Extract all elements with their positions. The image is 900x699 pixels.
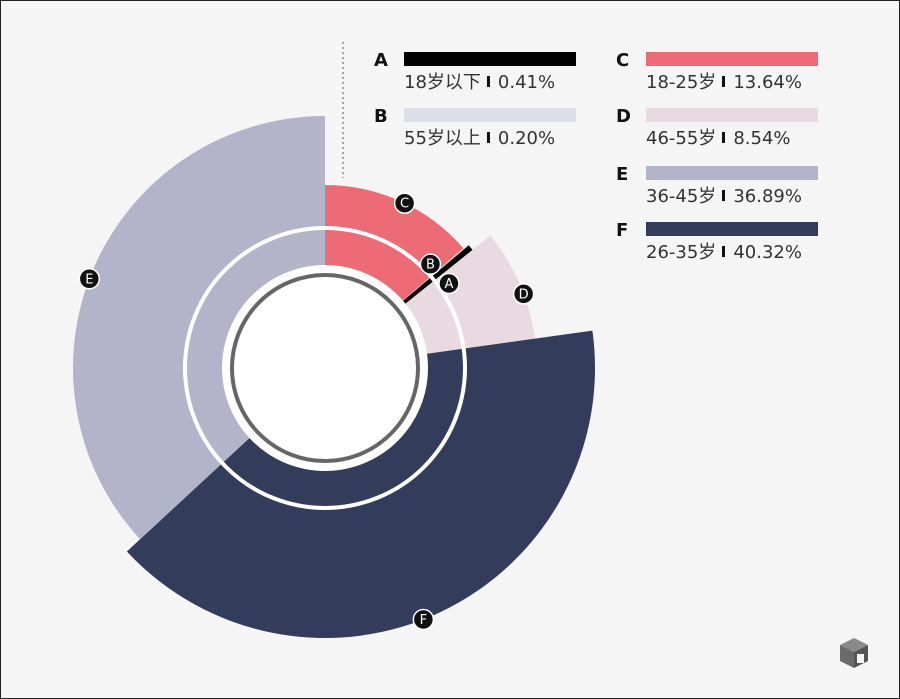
- legend-value: 13.64%: [733, 72, 802, 93]
- legend-label: 55岁以上: [404, 128, 481, 149]
- badge-label-f: F: [420, 613, 427, 628]
- legend-value: 36.89%: [733, 186, 802, 207]
- badge-label-e: E: [85, 272, 93, 287]
- legend-swatch: [646, 52, 818, 66]
- legend-value: 0.20%: [497, 128, 556, 149]
- sector-e: [72, 116, 325, 540]
- outer-ring: [183, 226, 467, 510]
- legend-swatch: [646, 166, 818, 180]
- legend-swatch: [646, 108, 818, 122]
- legend-item-d: D 46-55岁 8.54%: [616, 104, 826, 154]
- legend-swatch: [404, 52, 576, 66]
- badge-label-c: C: [400, 197, 409, 212]
- legend-swatch: [404, 108, 576, 122]
- badge-label-b: B: [426, 258, 435, 273]
- legend-item-c: C 18-25岁 13.64%: [616, 48, 826, 98]
- legend-swatch: [646, 222, 818, 236]
- legend-label: 18-25岁: [646, 72, 717, 93]
- legend-key: A: [374, 50, 388, 71]
- legend-key: B: [374, 106, 388, 127]
- badge-c: [393, 192, 416, 214]
- legend-label: 46-55岁: [646, 128, 717, 149]
- center-circle: [222, 265, 428, 471]
- badge-d: [512, 283, 535, 305]
- legend-item-f: F 26-35岁 40.32%: [616, 218, 826, 268]
- legend-key: E: [616, 164, 629, 185]
- logo-icon: [840, 638, 868, 668]
- badge-e: [78, 268, 101, 290]
- legend-key: C: [616, 50, 630, 71]
- badge-label-d: D: [519, 287, 529, 302]
- legend-value: 40.32%: [733, 242, 802, 263]
- legend-label: 26-35岁: [646, 242, 717, 263]
- inner-ring: [230, 273, 420, 463]
- legend-item-e: E 36-45岁 36.89%: [616, 162, 826, 212]
- badge-label-a: A: [444, 277, 453, 292]
- legend-label: 18岁以下: [404, 72, 481, 93]
- legend-key: F: [616, 220, 629, 241]
- badge-f: [412, 608, 435, 631]
- legend-key: D: [616, 106, 631, 127]
- legend-item-a: A 18岁以下 0.41%: [374, 48, 584, 98]
- legend-value: 0.41%: [497, 72, 556, 93]
- legend-label: 36-45岁: [646, 186, 717, 207]
- legend-item-b: B 55岁以上 0.20%: [374, 104, 584, 154]
- badge-a: [438, 272, 460, 295]
- legend-value: 8.54%: [733, 128, 791, 149]
- sector-f: [126, 330, 596, 639]
- badge-b: [419, 253, 442, 275]
- sector-d: [399, 235, 535, 355]
